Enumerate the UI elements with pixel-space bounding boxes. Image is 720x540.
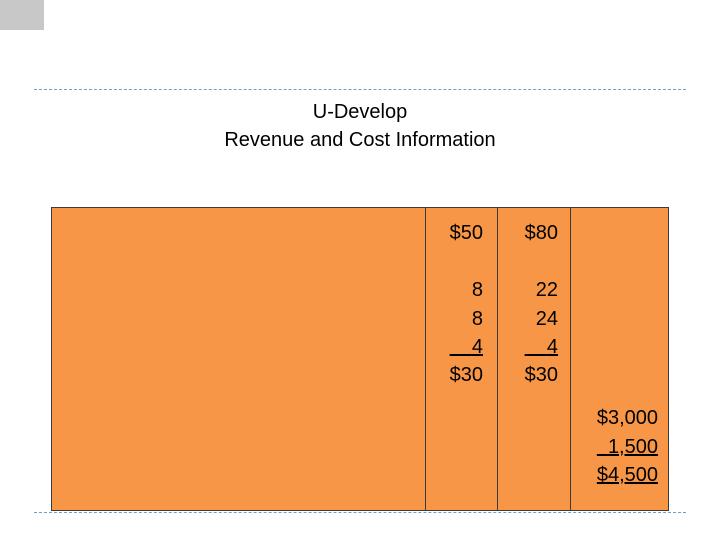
col-b-cost-1: 22 [535,279,558,301]
top-dashed-divider [34,89,686,90]
col-c-value-1: $3,000 [596,407,658,429]
label-column [52,208,426,510]
col-a-cost-1: 8 [471,279,483,301]
col-a-price: $50 [449,222,483,244]
col-b-cost-3: 4 [546,336,558,358]
col-c-total: $4,500 [596,464,658,486]
corner-square [0,0,44,30]
col-b-price: $80 [524,222,558,244]
title-line-2: Revenue and Cost Information [224,129,496,151]
title-line-1: U-Develop [312,101,408,123]
bottom-dashed-divider [34,512,686,513]
col-a-total: $30 [449,364,483,386]
column-c: $3,000 1,500 $4,500 [571,208,668,510]
revenue-cost-table: $50 8 8 4 $30 $80 22 24 4 $30 $3,000 1,5… [51,207,669,511]
col-a-cost-2: 8 [471,308,483,330]
column-b: $80 22 24 4 $30 [498,208,571,510]
column-a: $50 8 8 4 $30 [426,208,498,510]
col-b-cost-2: 24 [535,308,558,330]
col-b-total: $30 [524,364,558,386]
col-a-cost-3: 4 [471,336,483,358]
slide-title: U-Develop Revenue and Cost Information [0,98,720,154]
col-c-value-2: 1,500 [607,436,658,458]
